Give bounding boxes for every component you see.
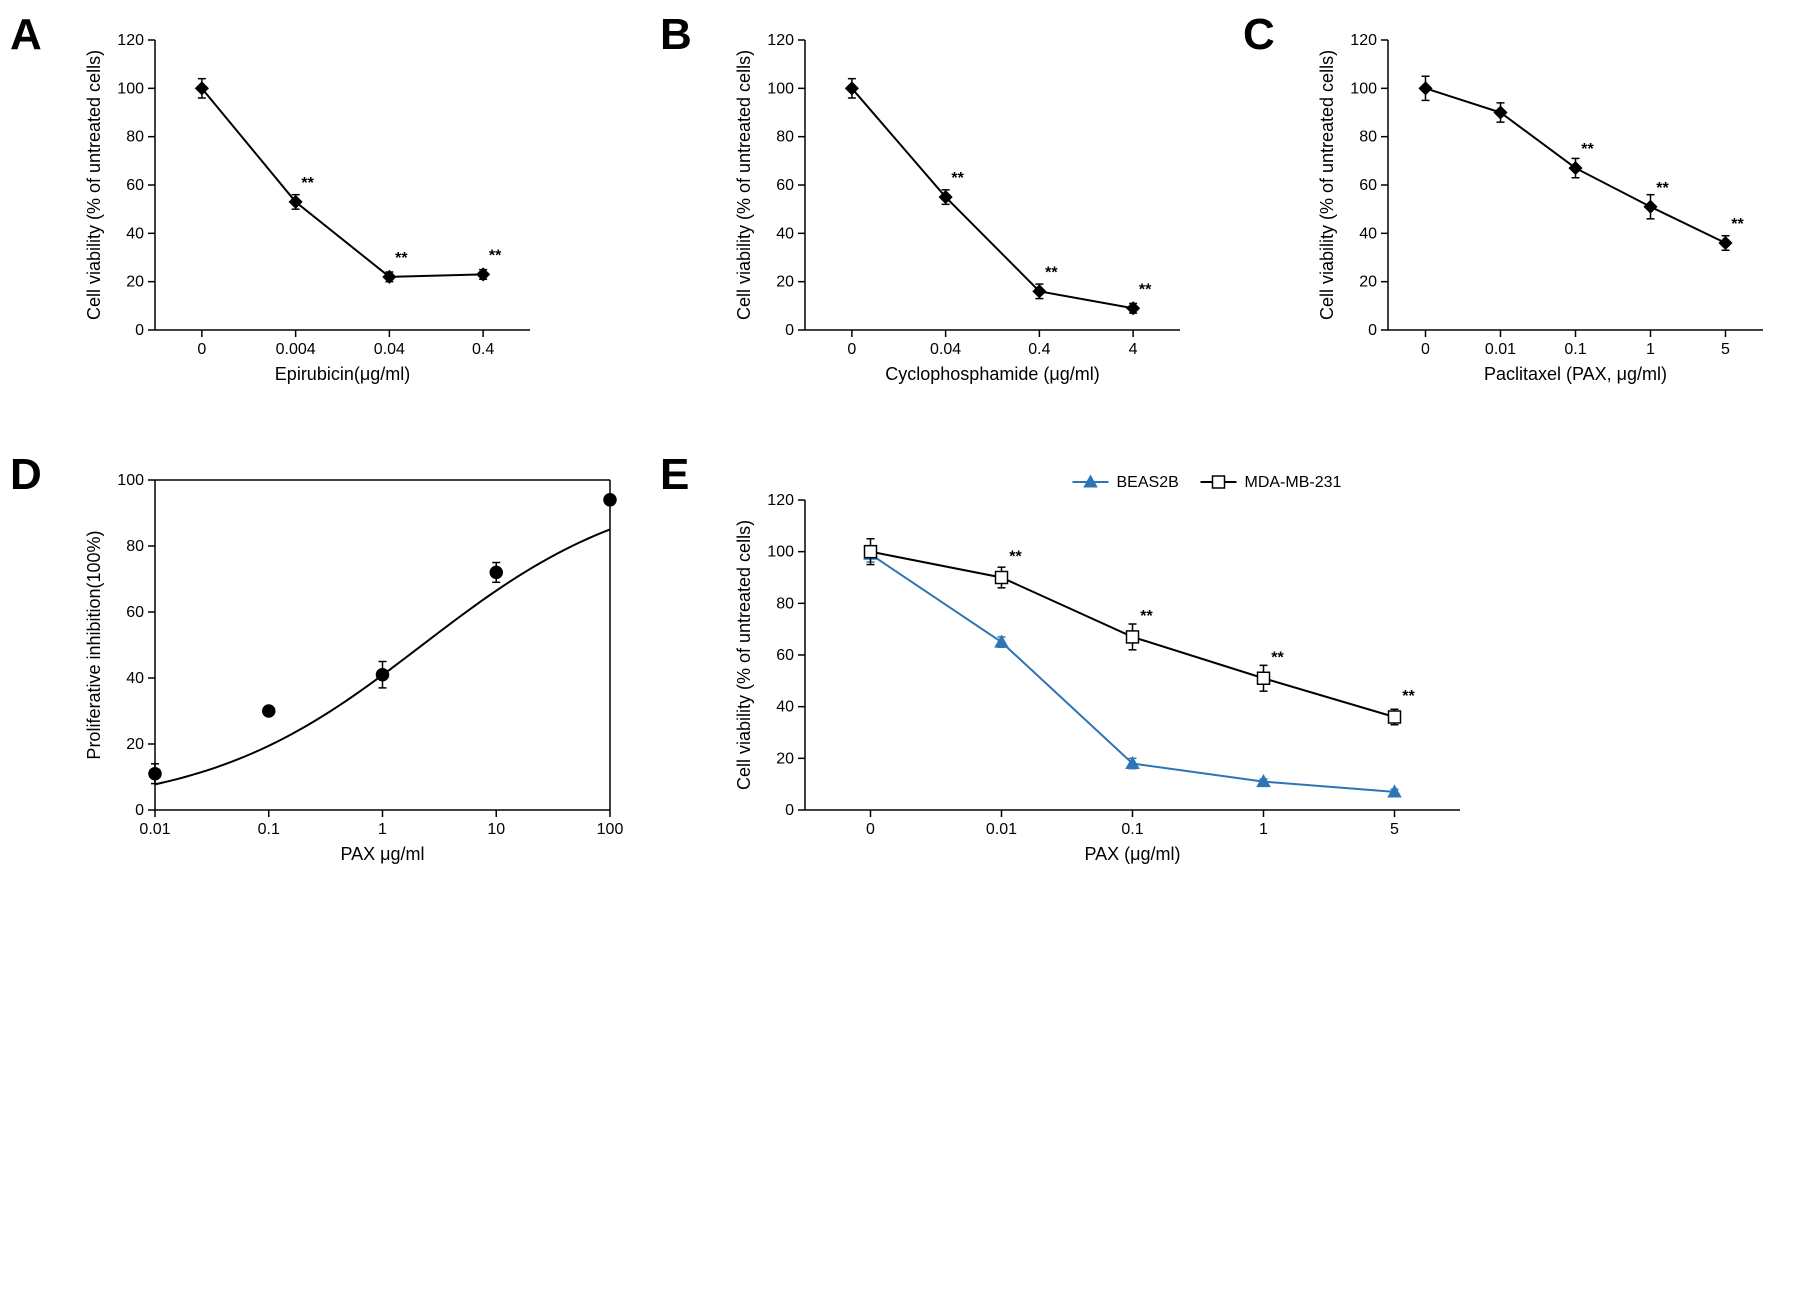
svg-text:0.04: 0.04 (930, 341, 961, 358)
chart-E: 0 20 40 60 80 100 120 0 0.01 0.1 1 5 PAX (μg/ml) Cell… (720, 460, 1796, 880)
svg-text:0: 0 (785, 802, 794, 819)
svg-text:0: 0 (847, 341, 856, 358)
svg-text:80: 80 (126, 129, 144, 146)
svg-text:Proliferative inhibition(100%): Proliferative inhibition(100%) (84, 530, 104, 759)
svg-text:120: 120 (1350, 32, 1377, 49)
svg-text:60: 60 (1359, 177, 1377, 194)
panel-A: A 02040608010012000.0040.040.4Epirubicin… (20, 20, 630, 400)
panel-B: B 02040608010012000.040.44Cyclophosphami… (670, 20, 1213, 400)
svg-text:80: 80 (776, 595, 794, 612)
svg-text:Paclitaxel (PAX, μg/ml): Paclitaxel (PAX, μg/ml) (1484, 364, 1667, 384)
svg-text:40: 40 (126, 225, 144, 242)
svg-text:40: 40 (126, 670, 144, 687)
svg-text:100: 100 (597, 821, 624, 838)
svg-text:120: 120 (117, 32, 144, 49)
svg-text:0: 0 (1368, 322, 1377, 339)
svg-text:20: 20 (776, 274, 794, 291)
svg-text:100: 100 (117, 80, 144, 97)
figure-grid: A 02040608010012000.0040.040.4Epirubicin… (20, 20, 1796, 880)
svg-text:Cell viability (% of untreated: Cell viability (% of untreated cells) (734, 50, 754, 320)
svg-text:0: 0 (197, 341, 206, 358)
svg-text:0: 0 (135, 322, 144, 339)
svg-text:20: 20 (126, 736, 144, 753)
svg-text:120: 120 (767, 492, 794, 509)
svg-text:0.004: 0.004 (276, 341, 316, 358)
svg-text:80: 80 (1359, 129, 1377, 146)
svg-text:80: 80 (776, 129, 794, 146)
svg-text:0: 0 (1421, 341, 1430, 358)
svg-text:**: ** (1139, 281, 1152, 298)
svg-text:0.01: 0.01 (986, 821, 1017, 838)
svg-text:MDA-MB-231: MDA-MB-231 (1245, 474, 1342, 491)
svg-text:**: ** (1402, 688, 1415, 705)
svg-text:1: 1 (378, 821, 387, 838)
svg-text:60: 60 (126, 604, 144, 621)
panel-D: D 0204060801000.010.1110100PAX μg/mlProl… (20, 460, 630, 880)
svg-text:**: ** (1656, 180, 1669, 197)
panel-label-C: C (1243, 10, 1275, 60)
svg-text:120: 120 (767, 32, 794, 49)
panel-label-D: D (10, 450, 42, 500)
svg-text:4: 4 (1129, 341, 1138, 358)
svg-text:60: 60 (776, 177, 794, 194)
svg-text:20: 20 (776, 750, 794, 767)
svg-text:0.1: 0.1 (1121, 821, 1143, 838)
svg-text:**: ** (1271, 649, 1284, 666)
svg-text:0.1: 0.1 (258, 821, 280, 838)
svg-text:0: 0 (135, 802, 144, 819)
svg-text:0.4: 0.4 (1028, 341, 1050, 358)
svg-text:**: ** (301, 175, 314, 192)
svg-text:**: ** (951, 170, 964, 187)
svg-text:5: 5 (1390, 821, 1399, 838)
chart-A: 0 20 40 60 80 100 120 0 0.004 0.04 0.4 Epirubicin(μ… (70, 20, 630, 400)
svg-text:Epirubicin(μg/ml): Epirubicin(μg/ml) (275, 364, 410, 384)
chart-B: 0 20 40 60 80 100 120 0 0.04 0.4 4 Cyclophosphamide… (720, 20, 1213, 400)
svg-text:20: 20 (1359, 274, 1377, 291)
svg-text:40: 40 (776, 225, 794, 242)
svg-text:100: 100 (1350, 80, 1377, 97)
svg-text:Cell viability (% of untreated: Cell viability (% of untreated cells) (734, 520, 754, 790)
panel-E: E 02040608010012000.010.115PAX (μg/ml)Ce… (670, 460, 1796, 880)
svg-text:**: ** (1045, 264, 1058, 281)
svg-text:100: 100 (117, 472, 144, 489)
svg-text:**: ** (1009, 549, 1022, 566)
svg-text:Cell viability (% of untreated: Cell viability (% of untreated cells) (1317, 50, 1337, 320)
svg-text:Cyclophosphamide (μg/ml): Cyclophosphamide (μg/ml) (885, 364, 1099, 384)
svg-text:**: ** (1140, 608, 1153, 625)
svg-text:Cell viability (% of untreated: Cell viability (% of untreated cells) (84, 50, 104, 320)
svg-text:100: 100 (767, 80, 794, 97)
panel-label-A: A (10, 10, 42, 60)
svg-text:**: ** (395, 250, 408, 267)
panel-label-E: E (660, 450, 689, 500)
svg-text:0.04: 0.04 (374, 341, 405, 358)
svg-text:10: 10 (487, 821, 505, 838)
svg-text:PAX μg/ml: PAX μg/ml (340, 844, 424, 864)
chart-D: 0 20 40 60 80 100 0.01 0.1 1 10 100 PAX μg/ml Prolif… (70, 460, 630, 880)
svg-text:0: 0 (866, 821, 875, 838)
svg-text:20: 20 (126, 274, 144, 291)
svg-text:40: 40 (1359, 225, 1377, 242)
svg-text:0.01: 0.01 (1485, 341, 1516, 358)
svg-text:1: 1 (1259, 821, 1268, 838)
svg-text:**: ** (1731, 216, 1744, 233)
svg-text:**: ** (1581, 141, 1594, 158)
svg-text:5: 5 (1721, 341, 1730, 358)
svg-text:0.1: 0.1 (1564, 341, 1586, 358)
svg-text:**: ** (489, 247, 502, 264)
svg-text:100: 100 (767, 544, 794, 561)
svg-text:0.01: 0.01 (139, 821, 170, 838)
svg-text:40: 40 (776, 699, 794, 716)
svg-text:0.4: 0.4 (472, 341, 494, 358)
svg-text:1: 1 (1646, 341, 1655, 358)
svg-text:0: 0 (785, 322, 794, 339)
chart-C: 0 20 40 60 80 100 120 0 0.01 0.1 1 5 Paclitaxel (PAX… (1303, 20, 1796, 400)
panel-C: C 02040608010012000.010.115Paclitaxel (P… (1253, 20, 1796, 400)
svg-text:BEAS2B: BEAS2B (1117, 474, 1179, 491)
svg-text:80: 80 (126, 538, 144, 555)
svg-text:PAX (μg/ml): PAX (μg/ml) (1084, 844, 1180, 864)
svg-text:60: 60 (776, 647, 794, 664)
panel-label-B: B (660, 10, 692, 60)
svg-text:60: 60 (126, 177, 144, 194)
